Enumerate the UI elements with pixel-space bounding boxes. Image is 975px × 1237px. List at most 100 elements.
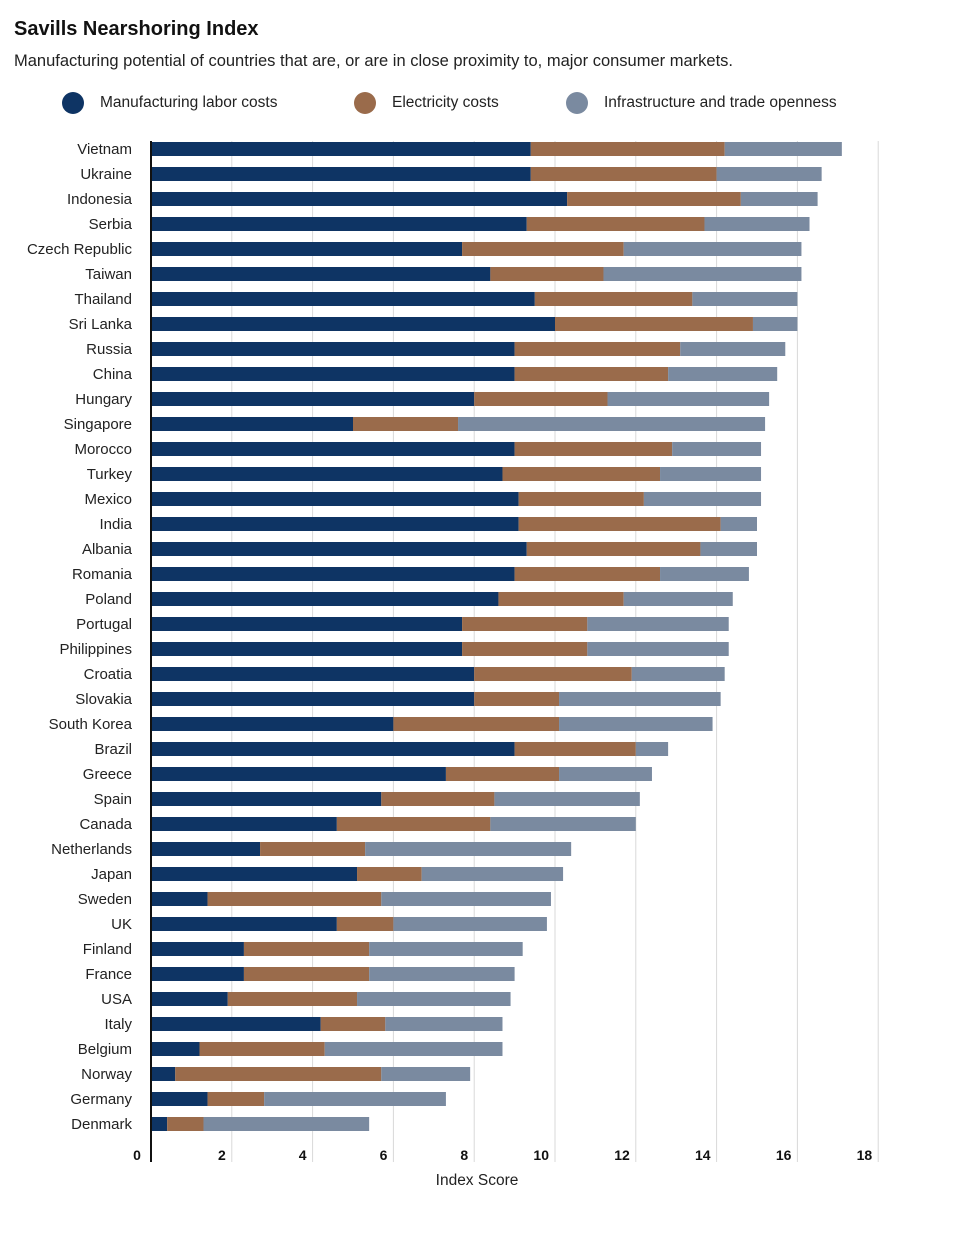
bar-ukraine-electricity-costs xyxy=(530,167,717,181)
category-label-china: China xyxy=(93,366,133,383)
bar-czech-republic-infrastructure-and-trade-openness xyxy=(623,242,802,256)
bar-slovakia-manufacturing-labor-costs xyxy=(151,692,475,706)
bar-belgium-manufacturing-labor-costs xyxy=(151,1042,200,1056)
category-label-hungary: Hungary xyxy=(75,391,132,408)
x-tick-label: 14 xyxy=(695,1147,711,1163)
legend-label-infrastructure: Infrastructure and trade openness xyxy=(604,94,837,111)
x-tick-label: 12 xyxy=(614,1147,630,1163)
bar-ukraine-infrastructure-and-trade-openness xyxy=(716,167,822,181)
bar-brazil-infrastructure-and-trade-openness xyxy=(635,742,669,756)
bar-morocco-electricity-costs xyxy=(514,442,673,456)
bar-singapore-manufacturing-labor-costs xyxy=(151,417,353,431)
category-label-finland: Finland xyxy=(83,941,132,958)
category-label-india: India xyxy=(99,516,132,533)
bar-czech-republic-manufacturing-labor-costs xyxy=(151,242,463,256)
bar-denmark-manufacturing-labor-costs xyxy=(151,1117,168,1131)
category-label-spain: Spain xyxy=(94,791,132,808)
bar-netherlands-electricity-costs xyxy=(260,842,366,856)
bar-sweden-infrastructure-and-trade-openness xyxy=(381,892,551,906)
bar-spain-infrastructure-and-trade-openness xyxy=(494,792,640,806)
bar-romania-infrastructure-and-trade-openness xyxy=(660,567,749,581)
bar-netherlands-manufacturing-labor-costs xyxy=(151,842,261,856)
category-label-usa: USA xyxy=(101,991,132,1008)
bar-china-electricity-costs xyxy=(514,367,669,381)
bar-india-infrastructure-and-trade-openness xyxy=(720,517,757,531)
bar-ukraine-manufacturing-labor-costs xyxy=(151,167,531,181)
bar-greece-electricity-costs xyxy=(445,767,560,781)
bar-serbia-manufacturing-labor-costs xyxy=(151,217,527,231)
bar-albania-electricity-costs xyxy=(526,542,701,556)
category-label-uk: UK xyxy=(111,916,132,933)
bar-romania-manufacturing-labor-costs xyxy=(151,567,515,581)
bar-japan-infrastructure-and-trade-openness xyxy=(421,867,564,881)
bar-sri-lanka-electricity-costs xyxy=(555,317,753,331)
category-label-denmark: Denmark xyxy=(71,1116,132,1133)
bar-south-korea-infrastructure-and-trade-openness xyxy=(559,717,713,731)
category-label-taiwan: Taiwan xyxy=(85,266,132,283)
bar-brazil-electricity-costs xyxy=(514,742,636,756)
x-tick-label: 8 xyxy=(460,1147,468,1163)
bar-hungary-infrastructure-and-trade-openness xyxy=(607,392,770,406)
bar-croatia-infrastructure-and-trade-openness xyxy=(631,667,725,681)
category-label-sri-lanka: Sri Lanka xyxy=(69,316,133,333)
bar-finland-manufacturing-labor-costs xyxy=(151,942,244,956)
x-tick-label: 2 xyxy=(218,1147,226,1163)
category-label-canada: Canada xyxy=(79,816,132,833)
bar-greece-infrastructure-and-trade-openness xyxy=(559,767,652,781)
legend-item-infrastructure: Infrastructure and trade openness xyxy=(566,92,837,114)
bar-taiwan-electricity-costs xyxy=(490,267,604,281)
bar-vietnam-electricity-costs xyxy=(530,142,725,156)
bar-netherlands-infrastructure-and-trade-openness xyxy=(365,842,572,856)
bar-russia-infrastructure-and-trade-openness xyxy=(680,342,786,356)
bar-uk-manufacturing-labor-costs xyxy=(151,917,337,931)
bar-belgium-electricity-costs xyxy=(199,1042,325,1056)
bar-belgium-infrastructure-and-trade-openness xyxy=(324,1042,503,1056)
bar-vietnam-infrastructure-and-trade-openness xyxy=(724,142,842,156)
bar-finland-infrastructure-and-trade-openness xyxy=(369,942,523,956)
category-label-brazil: Brazil xyxy=(94,741,132,758)
legend: Manufacturing labor costs Electricity co… xyxy=(0,92,975,118)
x-tick-label: 18 xyxy=(857,1147,873,1163)
bar-vietnam-manufacturing-labor-costs xyxy=(151,142,531,156)
bar-russia-electricity-costs xyxy=(514,342,681,356)
x-tick-label: 4 xyxy=(299,1147,307,1163)
bar-albania-manufacturing-labor-costs xyxy=(151,542,527,556)
bar-france-infrastructure-and-trade-openness xyxy=(369,967,515,981)
category-label-serbia: Serbia xyxy=(89,216,133,233)
category-label-france: France xyxy=(85,966,132,983)
category-label-greece: Greece xyxy=(83,766,132,783)
bar-denmark-electricity-costs xyxy=(167,1117,204,1131)
bar-china-manufacturing-labor-costs xyxy=(151,367,515,381)
bar-philippines-infrastructure-and-trade-openness xyxy=(587,642,729,656)
bar-indonesia-electricity-costs xyxy=(567,192,741,206)
bar-croatia-manufacturing-labor-costs xyxy=(151,667,475,681)
chart-title: Savills Nearshoring Index xyxy=(14,18,259,40)
bar-poland-electricity-costs xyxy=(498,592,624,606)
bar-italy-electricity-costs xyxy=(320,1017,386,1031)
bar-indonesia-infrastructure-and-trade-openness xyxy=(740,192,818,206)
legend-item-electricity: Electricity costs xyxy=(354,92,499,114)
category-label-south-korea: South Korea xyxy=(49,716,133,733)
legend-item-labor: Manufacturing labor costs xyxy=(62,92,277,114)
bar-turkey-infrastructure-and-trade-openness xyxy=(660,467,762,481)
bar-norway-manufacturing-labor-costs xyxy=(151,1067,176,1081)
chart-subtitle: Manufacturing potential of countries tha… xyxy=(14,52,733,70)
legend-swatch-electricity xyxy=(354,92,376,114)
category-label-slovakia: Slovakia xyxy=(75,691,132,708)
bar-finland-electricity-costs xyxy=(243,942,370,956)
bar-japan-manufacturing-labor-costs xyxy=(151,867,358,881)
bar-russia-manufacturing-labor-costs xyxy=(151,342,515,356)
bar-taiwan-manufacturing-labor-costs xyxy=(151,267,491,281)
category-label-croatia: Croatia xyxy=(84,666,133,683)
bar-philippines-electricity-costs xyxy=(462,642,588,656)
category-label-romania: Romania xyxy=(72,566,133,583)
category-label-mexico: Mexico xyxy=(84,491,132,508)
bar-slovakia-infrastructure-and-trade-openness xyxy=(559,692,721,706)
bar-romania-electricity-costs xyxy=(514,567,661,581)
bar-brazil-manufacturing-labor-costs xyxy=(151,742,515,756)
bar-indonesia-manufacturing-labor-costs xyxy=(151,192,568,206)
bar-italy-infrastructure-and-trade-openness xyxy=(385,1017,503,1031)
x-tick-label: 0 xyxy=(133,1147,141,1163)
bar-mexico-electricity-costs xyxy=(518,492,644,506)
